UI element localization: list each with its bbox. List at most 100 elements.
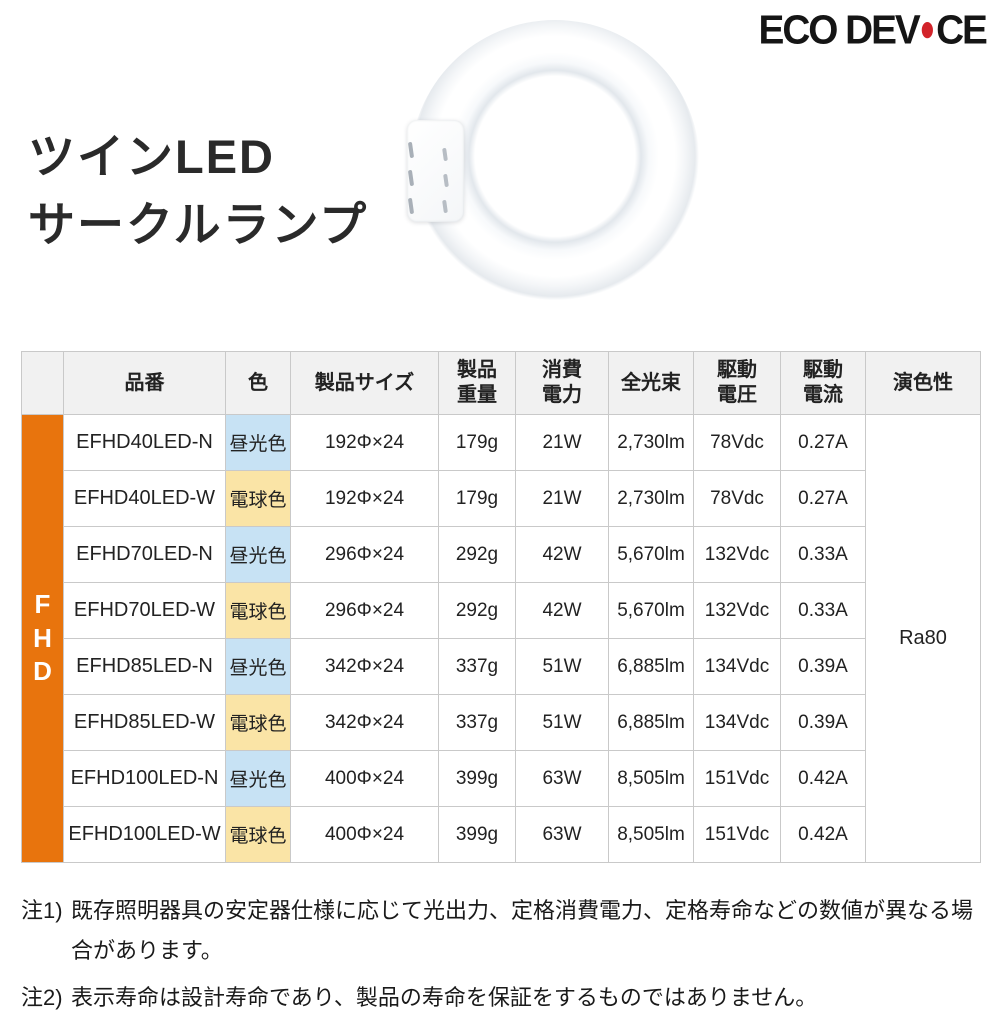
lamp-connector xyxy=(407,120,464,222)
header-color: 色 xyxy=(225,351,291,415)
header-size: 製品サイズ xyxy=(290,351,439,415)
spec-table-wrapper: 品番 色 製品サイズ 製品 重量 消費 電力 全光束 駆動 電圧 駆動 電流 演… xyxy=(21,351,981,863)
header-power: 消費 電力 xyxy=(515,351,609,415)
cell-flux: 5,670lm xyxy=(608,582,694,639)
cell-weight: 337g xyxy=(438,638,516,695)
cell-size: 296Φ×24 xyxy=(290,582,439,639)
cell-current: 0.42A xyxy=(780,750,866,807)
cell-color: 電球色 xyxy=(225,806,291,863)
cell-current: 0.27A xyxy=(780,470,866,527)
table-row: EFHD70LED-W 電球色 296Φ×24 292g 42W 5,670lm… xyxy=(22,582,981,639)
cell-voltage: 151Vdc xyxy=(693,750,781,807)
cell-current: 0.42A xyxy=(780,806,866,863)
cell-size: 296Φ×24 xyxy=(290,526,439,583)
page-title: ツインLED サークルランプ xyxy=(28,130,369,252)
brand-logo-text-right: CE xyxy=(936,7,988,53)
cell-weight: 292g xyxy=(438,582,516,639)
logo-dot-icon xyxy=(921,21,934,38)
cell-size: 192Φ×24 xyxy=(290,414,439,471)
table-row: FHD EFHD40LED-N 昼光色 192Φ×24 179g 21W 2,7… xyxy=(21,414,981,863)
cell-power: 21W xyxy=(515,414,609,471)
cell-size: 400Φ×24 xyxy=(290,750,439,807)
header-corner-cell xyxy=(21,351,64,415)
header-row: 品番 色 製品サイズ 製品 重量 消費 電力 全光束 駆動 電圧 駆動 電流 演… xyxy=(21,351,981,415)
cell-model: EFHD100LED-W xyxy=(63,806,226,863)
cell-weight: 179g xyxy=(438,470,516,527)
cell-power: 42W xyxy=(515,526,609,583)
cell-power: 63W xyxy=(515,750,609,807)
footnotes: 注1) 既存照明器具の安定器仕様に応じて光出力、定格消費電力、定格寿命などの数値… xyxy=(21,891,973,1018)
cell-flux: 5,670lm xyxy=(608,526,694,583)
cell-color-rendering: Ra80 xyxy=(865,414,981,863)
header-cri: 演色性 xyxy=(865,351,981,415)
spec-table: 品番 色 製品サイズ 製品 重量 消費 電力 全光束 駆動 電圧 駆動 電流 演… xyxy=(21,351,981,863)
cell-color: 昼光色 xyxy=(225,414,291,471)
cell-current: 0.33A xyxy=(780,526,866,583)
cell-color: 昼光色 xyxy=(225,526,291,583)
cell-power: 51W xyxy=(515,638,609,695)
cell-model: EFHD85LED-W xyxy=(63,694,226,751)
cell-size: 192Φ×24 xyxy=(290,470,439,527)
cell-power: 42W xyxy=(515,582,609,639)
cell-flux: 2,730lm xyxy=(608,414,694,471)
cell-current: 0.33A xyxy=(780,582,866,639)
cell-power: 21W xyxy=(515,470,609,527)
brand-logo-text-left: ECO DEV xyxy=(758,7,921,53)
cell-model: EFHD70LED-W xyxy=(63,582,226,639)
cell-weight: 399g xyxy=(438,750,516,807)
cell-voltage: 134Vdc xyxy=(693,694,781,751)
table-row: EFHD100LED-W 電球色 400Φ×24 399g 63W 8,505l… xyxy=(22,806,981,863)
table-row: EFHD85LED-N 昼光色 342Φ×24 337g 51W 6,885lm… xyxy=(22,638,981,695)
connector-slot xyxy=(407,197,415,215)
cell-color: 電球色 xyxy=(225,582,291,639)
footnote-1: 注1) 既存照明器具の安定器仕様に応じて光出力、定格消費電力、定格寿命などの数値… xyxy=(21,891,973,971)
cell-color: 昼光色 xyxy=(225,750,291,807)
connector-slot xyxy=(442,199,448,214)
connector-slot xyxy=(407,141,415,159)
cell-weight: 292g xyxy=(438,526,516,583)
cell-model: EFHD40LED-N xyxy=(63,414,226,471)
cell-model: EFHD40LED-W xyxy=(63,470,226,527)
header-current: 駆動 電流 xyxy=(780,351,866,415)
cell-current: 0.39A xyxy=(780,638,866,695)
cell-current: 0.39A xyxy=(780,694,866,751)
header-voltage: 駆動 電圧 xyxy=(693,351,781,415)
footnote-text: 表示寿命は設計寿命であり、製品の寿命を保証をするものではありません。 xyxy=(71,985,818,1010)
cell-current: 0.27A xyxy=(780,414,866,471)
circle-lamp-image xyxy=(407,20,700,310)
connector-slot xyxy=(443,173,449,188)
cell-color: 電球色 xyxy=(225,694,291,751)
footnote-label: 注2) xyxy=(21,985,63,1010)
cell-model: EFHD70LED-N xyxy=(63,526,226,583)
header-flux: 全光束 xyxy=(608,351,694,415)
header-model: 品番 xyxy=(63,351,226,415)
footnote-text: 既存照明器具の安定器仕様に応じて光出力、定格消費電力、定格寿命などの数値が異なる… xyxy=(71,898,974,963)
connector-slot xyxy=(442,147,448,162)
cell-model: EFHD85LED-N xyxy=(63,638,226,695)
table-row: EFHD40LED-W 電球色 192Φ×24 179g 21W 2,730lm… xyxy=(22,470,981,527)
cell-flux: 8,505lm xyxy=(608,750,694,807)
cell-voltage: 78Vdc xyxy=(693,470,781,527)
cell-power: 63W xyxy=(515,806,609,863)
cell-power: 51W xyxy=(515,694,609,751)
cell-flux: 6,885lm xyxy=(608,694,694,751)
cell-model: EFHD100LED-N xyxy=(63,750,226,807)
table-row: EFHD100LED-N 昼光色 400Φ×24 399g 63W 8,505l… xyxy=(22,750,981,807)
cell-voltage: 132Vdc xyxy=(693,526,781,583)
table-row: EFHD85LED-W 電球色 342Φ×24 337g 51W 6,885lm… xyxy=(22,694,981,751)
connector-slot xyxy=(407,169,415,187)
cell-voltage: 151Vdc xyxy=(693,806,781,863)
cell-size: 342Φ×24 xyxy=(290,694,439,751)
cell-weight: 399g xyxy=(438,806,516,863)
cell-color: 電球色 xyxy=(225,470,291,527)
cell-size: 342Φ×24 xyxy=(290,638,439,695)
row-group-label: FHD xyxy=(21,414,64,863)
footnote-label: 注1) xyxy=(21,898,63,923)
footnote-2: 注2) 表示寿命は設計寿命であり、製品の寿命を保証をするものではありません。 xyxy=(21,978,973,1018)
cell-size: 400Φ×24 xyxy=(290,806,439,863)
cell-voltage: 132Vdc xyxy=(693,582,781,639)
cell-flux: 2,730lm xyxy=(608,470,694,527)
cell-voltage: 78Vdc xyxy=(693,414,781,471)
cell-weight: 179g xyxy=(438,414,516,471)
brand-logo: ECO DEV CE xyxy=(758,7,988,53)
